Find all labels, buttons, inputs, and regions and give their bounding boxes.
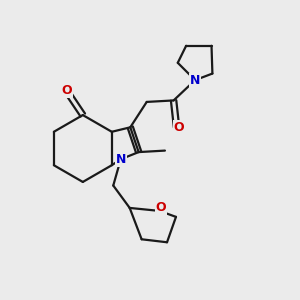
Text: O: O [174, 121, 184, 134]
Text: N: N [116, 153, 126, 166]
Text: O: O [61, 84, 72, 97]
Text: O: O [156, 201, 167, 214]
Text: N: N [190, 74, 200, 87]
